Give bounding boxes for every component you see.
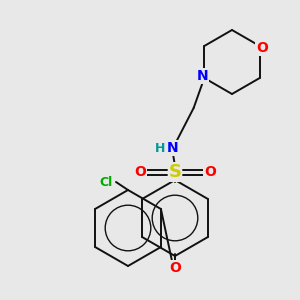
- Text: O: O: [134, 165, 146, 179]
- Text: O: O: [169, 261, 181, 275]
- Text: H: H: [155, 142, 165, 154]
- Text: N: N: [196, 69, 208, 83]
- Text: Cl: Cl: [99, 176, 112, 188]
- Text: S: S: [169, 163, 182, 181]
- Text: O: O: [256, 41, 268, 55]
- Text: N: N: [167, 141, 179, 155]
- Text: O: O: [204, 165, 216, 179]
